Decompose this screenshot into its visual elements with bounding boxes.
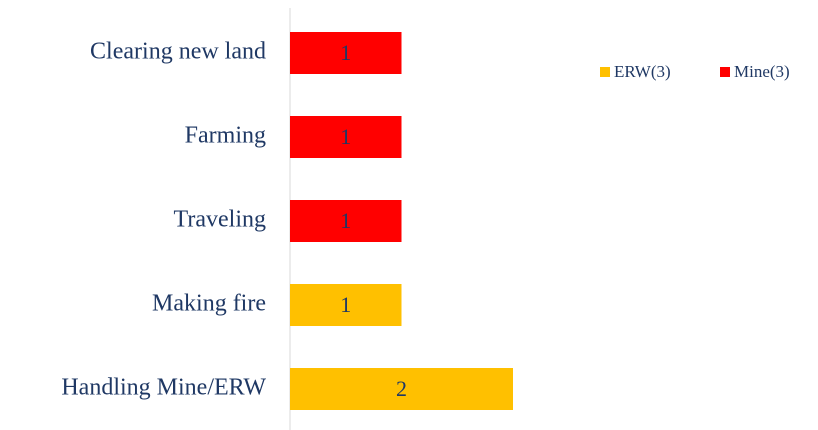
legend-label: Mine(3) (734, 62, 790, 81)
category-label: Traveling (174, 207, 266, 233)
legend-swatch (600, 67, 610, 77)
category-label: Making fire (152, 291, 266, 317)
value-label: 1 (340, 208, 351, 233)
bar (290, 368, 513, 410)
value-label: 1 (340, 40, 351, 65)
bar (290, 116, 402, 158)
category-label: Farming (185, 123, 266, 149)
legend-label: ERW(3) (614, 62, 671, 81)
bar (290, 200, 402, 242)
bar (290, 32, 402, 74)
value-label: 2 (396, 376, 407, 401)
bar (290, 284, 402, 326)
value-label: 1 (340, 292, 351, 317)
category-label: Handling Mine/ERW (61, 375, 266, 401)
legend-swatch (720, 67, 730, 77)
category-label: Clearing new land (90, 39, 266, 65)
value-label: 1 (340, 124, 351, 149)
